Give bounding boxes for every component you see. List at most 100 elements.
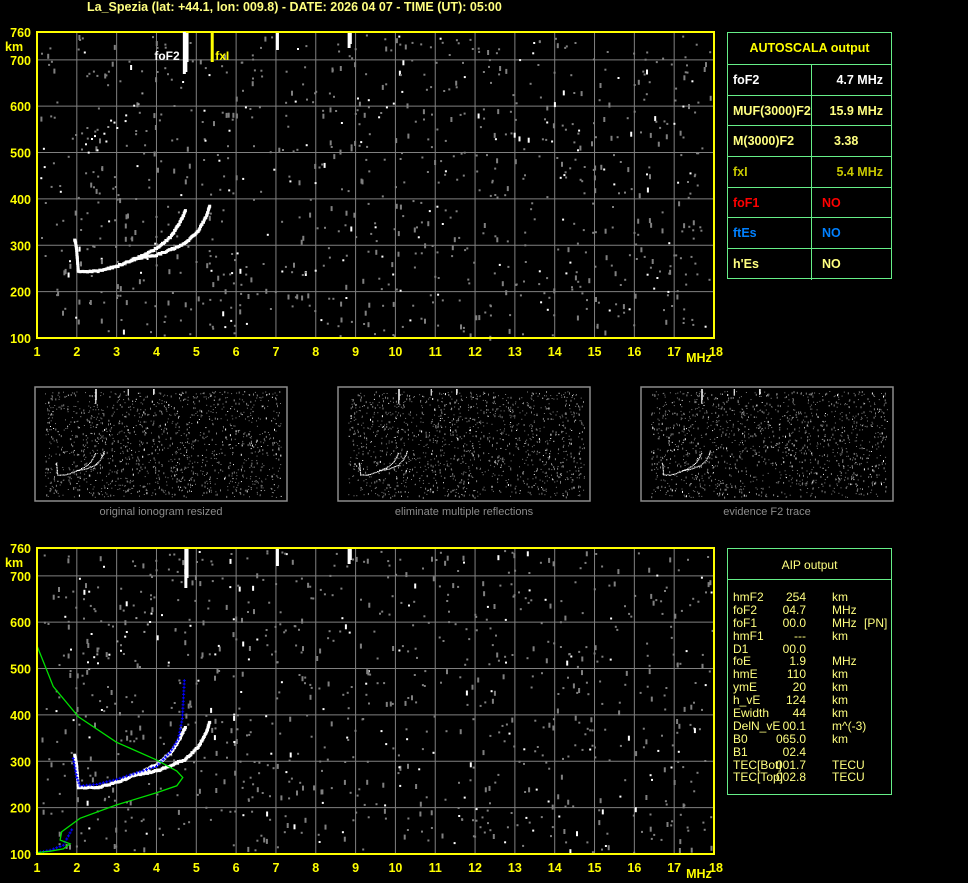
noise-echo [492, 490, 494, 492]
noise-echo [60, 249, 63, 252]
noise-echo [365, 682, 368, 685]
echo-o-trace [76, 269, 80, 273]
noise-echo [531, 675, 534, 678]
noise-echo [182, 81, 185, 83]
noise-echo [337, 325, 340, 328]
noise-echo [293, 824, 296, 830]
noise-echo [366, 669, 369, 675]
noise-echo [466, 421, 468, 423]
noise-echo [486, 409, 488, 411]
noise-echo [118, 712, 121, 714]
noise-echo [360, 487, 362, 489]
noise-echo [598, 809, 601, 812]
noise-echo [546, 105, 549, 111]
noise-echo [99, 472, 101, 474]
noise-echo [414, 583, 417, 589]
echo-o-trace [163, 240, 167, 244]
noise-echo [399, 158, 402, 160]
noise-echo [255, 441, 257, 443]
noise-echo [214, 483, 216, 485]
noise-echo [439, 37, 442, 40]
noise-echo [478, 50, 481, 53]
noise-echo [72, 719, 75, 722]
noise-echo [223, 779, 226, 785]
noise-echo [147, 472, 149, 474]
noise-echo [422, 407, 423, 409]
echo-multiple-reflection [85, 143, 87, 146]
noise-echo [446, 669, 448, 675]
noise-echo [398, 70, 401, 76]
noise-echo [209, 478, 211, 480]
noise-echo [75, 394, 77, 397]
noise-echo [535, 483, 537, 485]
noise-echo [100, 417, 102, 419]
noise-echo [443, 90, 446, 92]
noise-echo [502, 398, 504, 400]
noise-echo [323, 162, 326, 168]
noise-echo [415, 459, 417, 461]
noise-echo [503, 459, 505, 461]
noise-echo [172, 420, 174, 422]
noise-echo [209, 323, 212, 326]
noise-echo [536, 451, 538, 453]
noise-echo [486, 605, 489, 608]
noise-echo [353, 433, 355, 435]
noise-echo [498, 459, 500, 461]
noise-echo [389, 411, 391, 413]
noise-echo [56, 441, 58, 443]
noise-echo [477, 677, 480, 683]
noise-echo [561, 161, 563, 167]
noise-echo [373, 630, 376, 633]
noise-echo [464, 491, 466, 493]
noise-echo [340, 587, 343, 590]
noise-echo [649, 174, 651, 180]
noise-echo [386, 414, 388, 416]
x-tick-label: 10 [388, 861, 402, 875]
noise-echo [280, 795, 283, 801]
noise-echo [450, 429, 451, 432]
noise-echo [398, 649, 401, 652]
noise-echo [85, 478, 87, 479]
aip-trace-point [138, 770, 142, 774]
noise-echo [526, 657, 529, 660]
noise-echo [327, 637, 330, 640]
noise-echo [256, 397, 258, 399]
noise-echo [651, 778, 653, 781]
noise-echo [99, 237, 102, 240]
noise-echo [340, 317, 343, 323]
x-tick-label: 5 [193, 861, 200, 875]
noise-echo [452, 434, 454, 436]
noise-echo [545, 395, 547, 397]
noise-echo [436, 251, 439, 254]
noise-echo [44, 255, 47, 257]
noise-echo [570, 477, 572, 479]
noise-echo [488, 453, 490, 454]
noise-echo [455, 429, 457, 432]
noise-echo [228, 466, 230, 469]
noise-echo [548, 767, 551, 770]
noise-echo [208, 653, 211, 656]
noise-echo [493, 403, 495, 404]
noise-echo [527, 137, 530, 143]
noise-echo [165, 476, 167, 478]
noise-echo [425, 435, 427, 438]
noise-echo [155, 559, 158, 562]
noise-echo [529, 454, 531, 456]
noise-echo [581, 180, 584, 183]
noise-echo [142, 442, 144, 444]
noise-echo [289, 752, 292, 758]
noise-echo [382, 304, 385, 307]
noise-echo [246, 557, 249, 560]
noise-echo [633, 851, 636, 854]
noise-echo [412, 432, 414, 434]
noise-echo [45, 434, 47, 436]
aip-trace-point [76, 778, 80, 782]
noise-echo [532, 646, 535, 652]
noise-echo [545, 441, 546, 443]
noise-echo [456, 488, 458, 490]
noise-echo [272, 467, 274, 469]
noise-echo [385, 106, 388, 109]
noise-echo [543, 490, 545, 492]
noise-echo [439, 420, 441, 422]
noise-echo [229, 444, 231, 445]
